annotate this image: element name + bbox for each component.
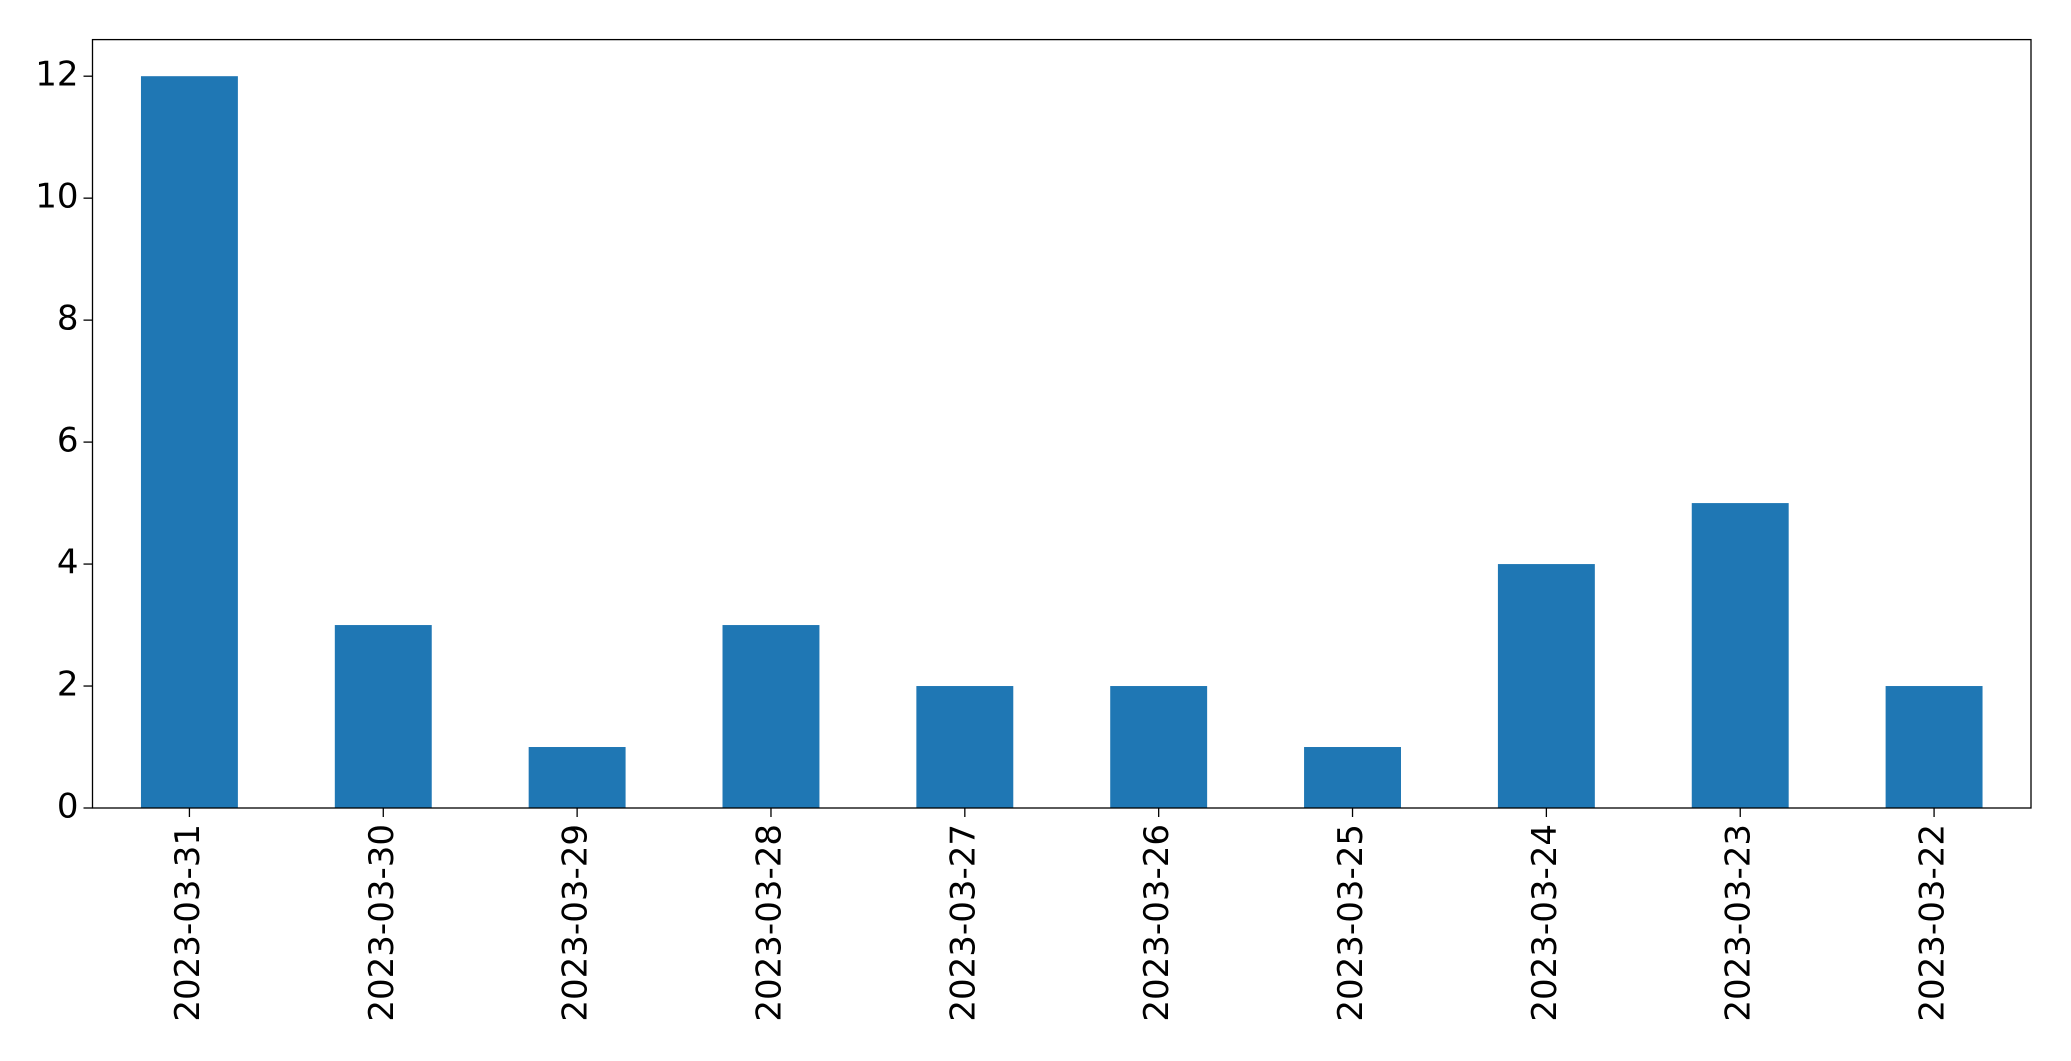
x-tick-label: 2023-03-25 (1331, 824, 1371, 1022)
bar (1497, 564, 1595, 808)
bar (1691, 503, 1789, 808)
y-tick-label: 8 (57, 299, 79, 339)
bar (1885, 686, 1983, 808)
y-tick-label: 2 (57, 665, 79, 705)
x-tick-label: 2023-03-23 (1719, 824, 1759, 1022)
x-tick-label: 2023-03-24 (1525, 824, 1565, 1022)
x-tick-label: 2023-03-30 (362, 824, 402, 1022)
y-tick-label: 10 (35, 177, 78, 217)
y-tick-label: 6 (57, 421, 79, 461)
bar (722, 625, 820, 808)
y-tick-label: 4 (57, 543, 79, 583)
bar (916, 686, 1014, 808)
x-tick-label: 2023-03-31 (168, 824, 208, 1022)
bar (1304, 747, 1401, 808)
x-tick-label: 2023-03-22 (1913, 824, 1953, 1022)
x-tick-label: 2023-03-27 (943, 824, 983, 1022)
bar (334, 625, 432, 808)
y-tick-label: 0 (57, 787, 79, 827)
y-tick-label: 12 (35, 55, 78, 95)
x-tick-label: 2023-03-29 (556, 824, 596, 1022)
bar (528, 747, 626, 808)
x-tick-label: 2023-03-26 (1137, 824, 1177, 1022)
bar (140, 76, 238, 808)
x-tick-label: 2023-03-28 (749, 824, 789, 1022)
bar (1110, 686, 1208, 808)
plot-frame (91, 38, 2032, 809)
